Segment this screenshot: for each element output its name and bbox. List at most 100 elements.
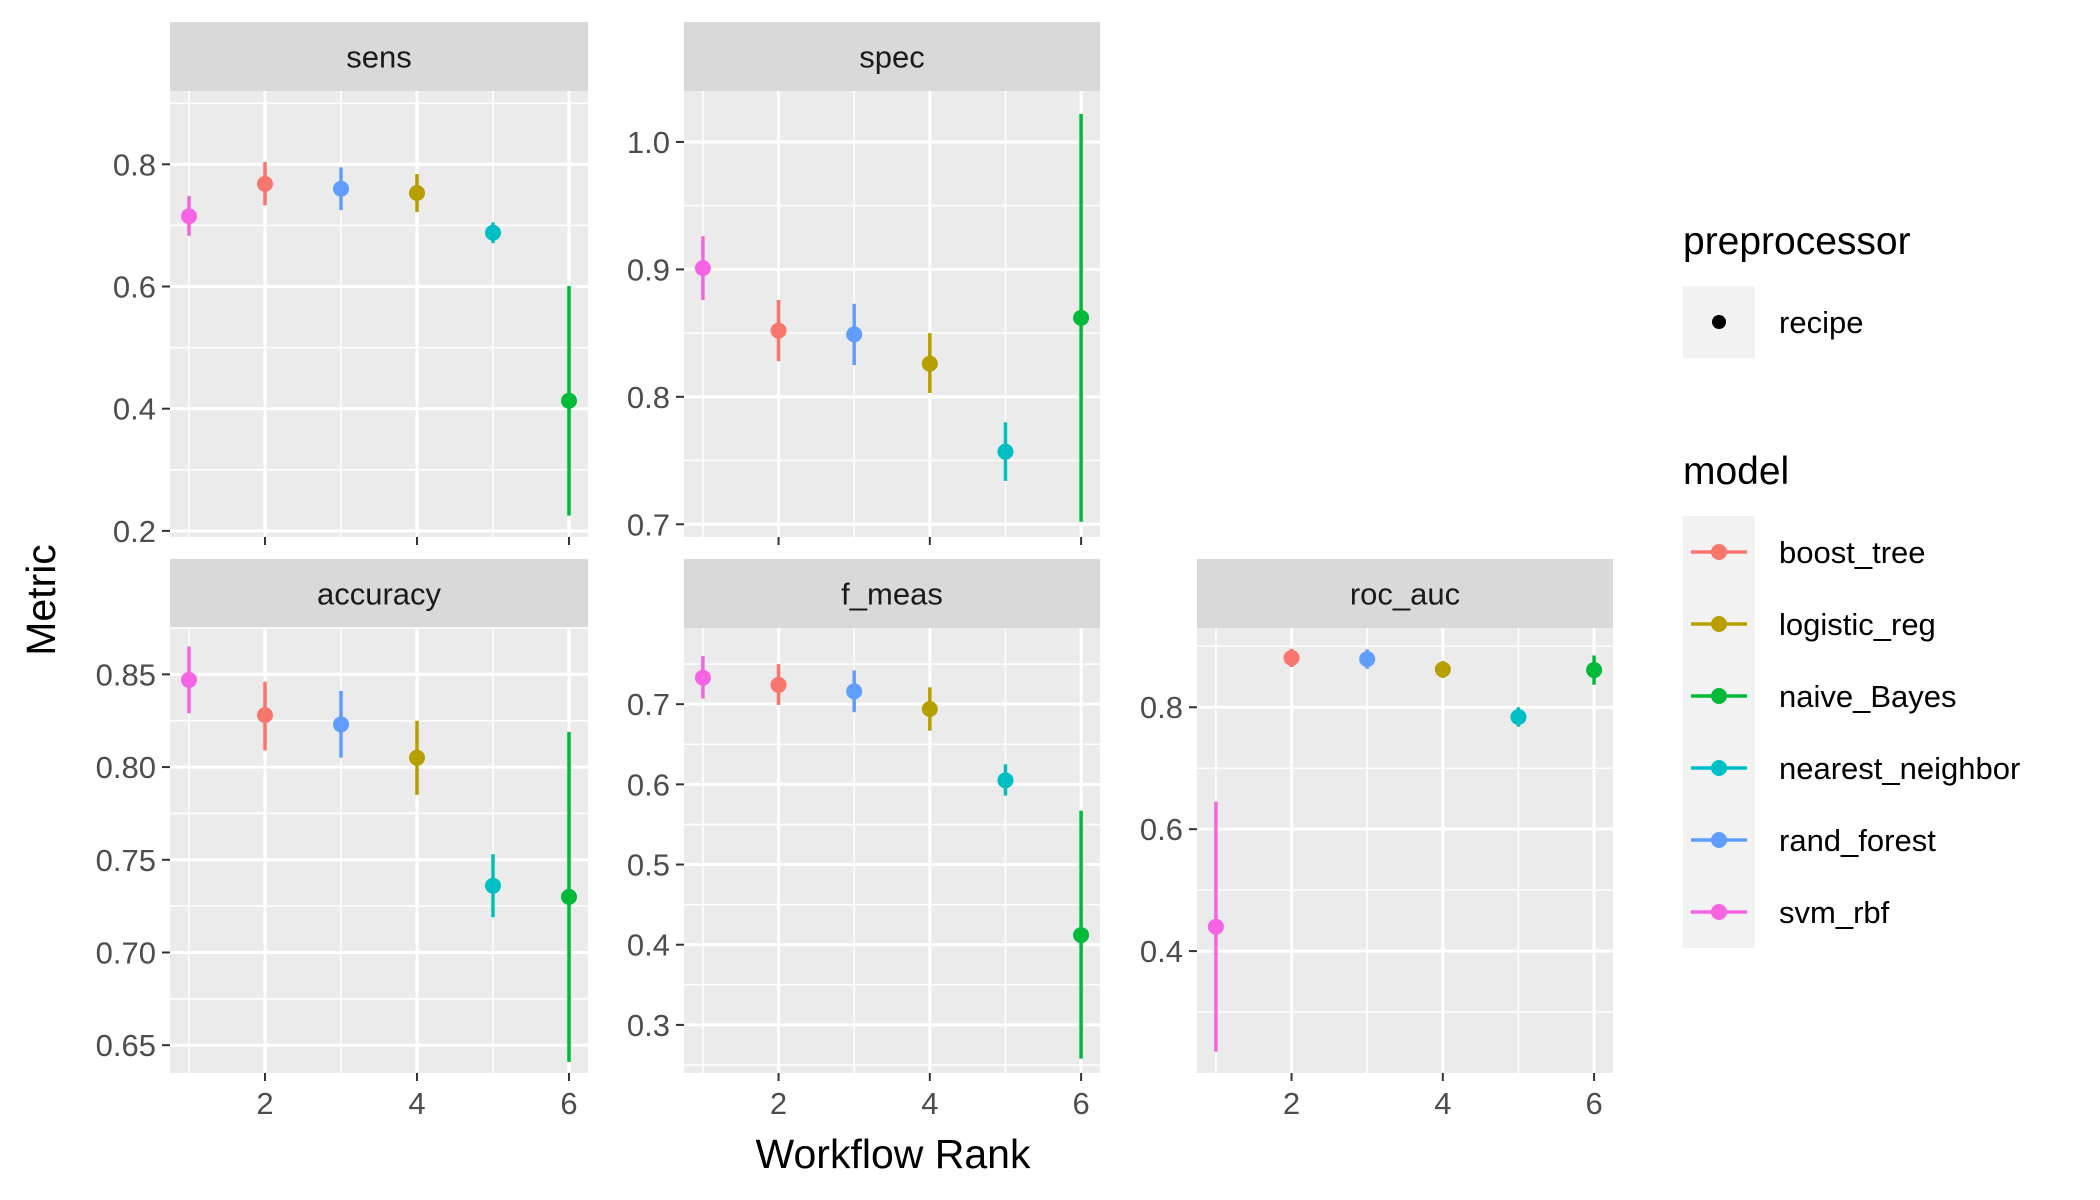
point-logistic_reg — [921, 355, 938, 372]
legend-label: boost_tree — [1779, 535, 1926, 570]
y-tick-label: 0.2 — [113, 514, 156, 549]
y-tick-label: 0.4 — [1140, 934, 1183, 969]
point-boost_tree — [1283, 649, 1300, 666]
y-tick-label: 0.3 — [627, 1008, 670, 1043]
facet-strip-label: roc_auc — [1350, 577, 1460, 612]
point-naive_Bayes — [561, 392, 577, 409]
point-logistic_reg — [409, 185, 425, 202]
point-naive_Bayes — [1073, 927, 1090, 944]
y-tick-label: 0.70 — [96, 935, 156, 970]
x-tick-label: 6 — [560, 1086, 577, 1121]
y-tick-label: 1.0 — [627, 125, 670, 160]
point-nearest_neighbor — [997, 443, 1014, 460]
y-tick-label: 0.80 — [96, 750, 156, 785]
y-tick-label: 0.8 — [113, 147, 156, 182]
point-nearest_neighbor — [1510, 709, 1527, 725]
legend-label: nearest_neighbor — [1779, 751, 2020, 786]
panel-roc_auc: roc_auc 0.4 0.6 0.8 2 4 6 — [1140, 559, 1613, 1121]
y-tick-label: 0.9 — [627, 252, 670, 287]
y-tick-label: 0.6 — [113, 270, 156, 305]
y-tick-label: 0.5 — [627, 848, 670, 883]
panel-background — [684, 628, 1100, 1073]
y-tick-label: 0.85 — [96, 657, 156, 692]
point-svm_rbf — [181, 671, 197, 688]
x-tick-label: 6 — [1585, 1086, 1602, 1121]
y-axis-title: Metric — [18, 544, 64, 656]
legend-dot-icon — [1711, 832, 1727, 848]
point-svm_rbf — [181, 208, 197, 225]
facet-strip — [684, 22, 1100, 91]
point-nearest_neighbor — [485, 224, 501, 241]
panel-background — [170, 628, 588, 1073]
panel-f_meas: f_meas 0.3 0.4 0.5 0.6 0.7 2 4 6 — [627, 559, 1100, 1121]
x-tick-label: 4 — [408, 1086, 425, 1121]
point-logistic_reg — [409, 749, 425, 766]
y-tick-label: 0.7 — [627, 687, 670, 722]
panel-accuracy: accuracy 0.65 0.70 0.75 0.80 0.85 2 4 6 — [96, 559, 588, 1121]
legend-dot-icon — [1711, 544, 1727, 560]
x-tick-label: 2 — [1283, 1086, 1300, 1121]
point-svm_rbf — [1207, 918, 1224, 935]
y-tick-label: 0.8 — [627, 380, 670, 415]
y-tick-label: 0.75 — [96, 843, 156, 878]
point-logistic_reg — [1434, 661, 1451, 678]
facet-strip — [1197, 559, 1613, 628]
legend-label: rand_forest — [1779, 823, 1936, 858]
facet-strip — [684, 559, 1100, 628]
legend-dot-icon — [1712, 315, 1726, 329]
point-nearest_neighbor — [997, 772, 1014, 789]
panel-sens: sens 0.2 0.4 0.6 0.8 — [113, 22, 588, 549]
point-svm_rbf — [694, 260, 711, 277]
legend-label: recipe — [1779, 305, 1863, 340]
legend: preprocessor recipe model boost_treelogi… — [1683, 220, 2020, 948]
point-boost_tree — [770, 322, 787, 339]
legend-dot-icon — [1711, 904, 1727, 920]
y-tick-label: 0.6 — [1140, 812, 1183, 847]
point-boost_tree — [770, 676, 787, 693]
panel-background — [1197, 628, 1613, 1073]
point-rand_forest — [333, 716, 349, 733]
point-svm_rbf — [694, 669, 711, 686]
point-rand_forest — [846, 326, 863, 343]
point-rand_forest — [1359, 651, 1376, 668]
y-tick-label: 0.7 — [627, 507, 670, 542]
y-tick-label: 0.6 — [627, 767, 670, 802]
x-axis-title: Workflow Rank — [756, 1131, 1031, 1177]
legend-label: naive_Bayes — [1779, 679, 1957, 714]
x-tick-label: 4 — [921, 1086, 938, 1121]
facet-strip-label: accuracy — [317, 577, 442, 612]
legend-preprocessor-items: recipe — [1683, 286, 1863, 358]
legend-title-preprocessor: preprocessor — [1683, 220, 1911, 263]
panel-spec: spec 0.7 0.8 0.9 1.0 — [627, 22, 1100, 545]
point-naive_Bayes — [1073, 309, 1090, 326]
point-rand_forest — [333, 180, 349, 197]
legend-label: logistic_reg — [1779, 607, 1936, 642]
point-logistic_reg — [921, 700, 938, 717]
point-naive_Bayes — [561, 888, 577, 905]
point-boost_tree — [257, 175, 273, 192]
facet-strip — [170, 559, 588, 628]
facet-strip-label: f_meas — [841, 577, 943, 612]
facet-panels: sens 0.2 0.4 0.6 0.8 spec 0.7 0.8 0.9 1.0 accuracy… — [96, 22, 1613, 1121]
x-tick-label: 2 — [256, 1086, 273, 1121]
point-rand_forest — [846, 683, 863, 700]
x-tick-label: 2 — [770, 1086, 787, 1121]
legend-label: svm_rbf — [1779, 895, 1890, 930]
legend-dot-icon — [1711, 760, 1727, 776]
facet-strip-label: spec — [859, 40, 924, 75]
y-tick-label: 0.4 — [113, 392, 156, 427]
legend-dot-icon — [1711, 616, 1727, 632]
facet-strip-label: sens — [346, 40, 411, 75]
legend-model-items: boost_tree logistic_reg naive_Bayesnearest… — [1683, 516, 2020, 948]
y-tick-label: 0.8 — [1140, 690, 1183, 725]
panel-background — [684, 91, 1100, 537]
facet-strip — [170, 22, 588, 91]
x-tick-label: 4 — [1434, 1086, 1451, 1121]
legend-title-model: model — [1683, 450, 1789, 493]
legend-dot-icon — [1711, 688, 1727, 704]
y-tick-label: 0.4 — [627, 928, 670, 963]
point-nearest_neighbor — [485, 877, 501, 894]
y-tick-label: 0.65 — [96, 1028, 156, 1063]
x-tick-label: 6 — [1072, 1086, 1089, 1121]
